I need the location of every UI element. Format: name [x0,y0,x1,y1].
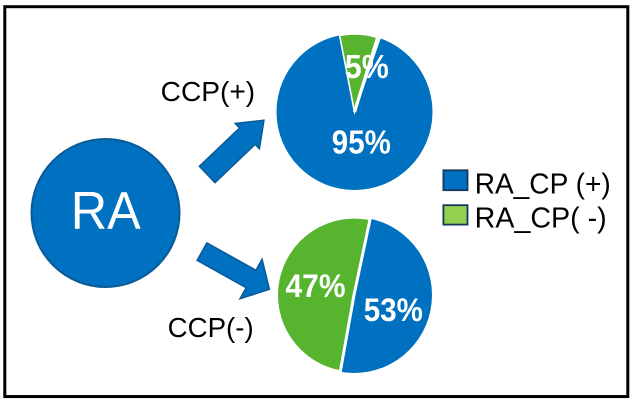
svg-text:RA: RA [71,182,142,241]
svg-text:CCP(-): CCP(-) [168,312,254,343]
svg-text:RA_CP( -): RA_CP( -) [475,203,607,235]
svg-text:53%: 53% [364,292,423,328]
svg-text:5%: 5% [345,48,389,85]
svg-text:47%: 47% [286,268,346,304]
svg-text:95%: 95% [332,124,391,161]
svg-text:RA_CP (+): RA_CP (+) [475,169,611,201]
svg-text:CCP(+): CCP(+) [161,76,256,107]
